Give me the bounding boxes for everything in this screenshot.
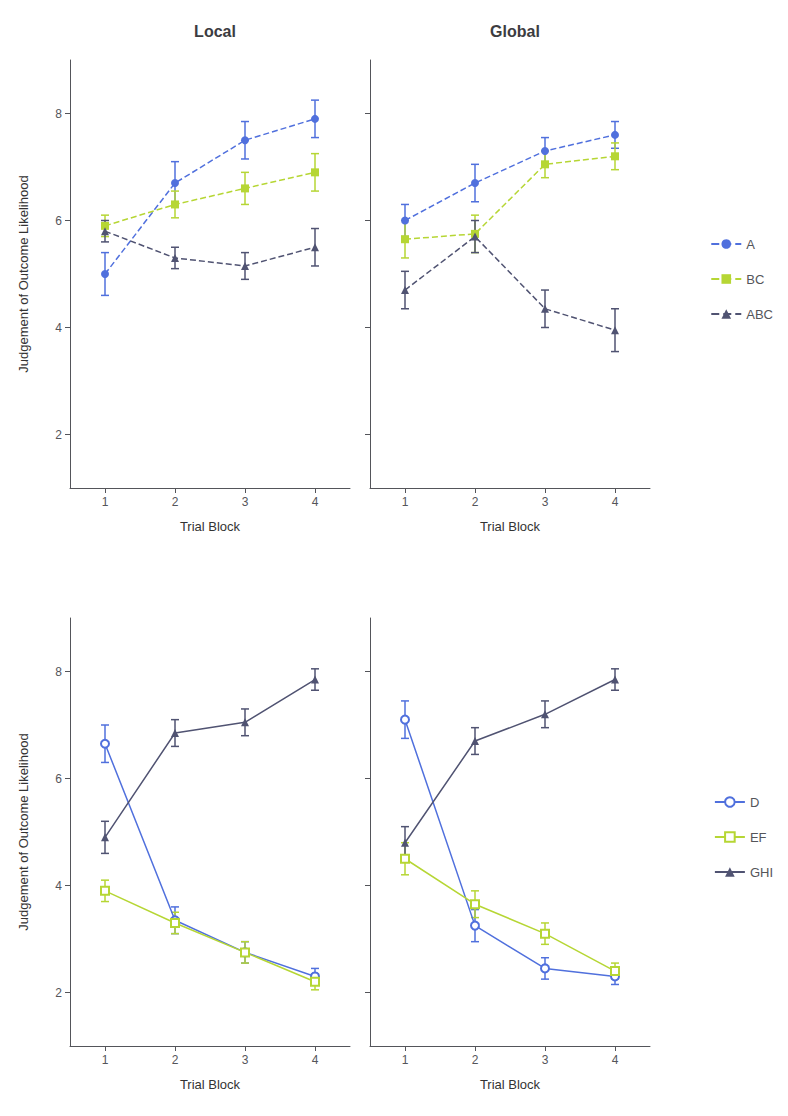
svg-text:6: 6 bbox=[55, 772, 62, 786]
svg-text:1: 1 bbox=[102, 1053, 109, 1067]
svg-text:Global: Global bbox=[490, 23, 540, 40]
svg-text:Judgement of Outcome Likelihoo: Judgement of Outcome Likelihood bbox=[16, 733, 31, 930]
svg-text:D: D bbox=[750, 795, 759, 810]
svg-text:Judgement of Outcome Likelihoo: Judgement of Outcome Likelihood bbox=[16, 175, 31, 372]
svg-text:BC: BC bbox=[746, 272, 764, 287]
svg-text:Trial Block: Trial Block bbox=[180, 519, 241, 534]
svg-text:Local: Local bbox=[194, 23, 236, 40]
svg-text:8: 8 bbox=[55, 107, 62, 121]
svg-text:1: 1 bbox=[402, 495, 409, 509]
svg-text:2: 2 bbox=[472, 1053, 479, 1067]
svg-text:4: 4 bbox=[612, 1053, 619, 1067]
svg-text:2: 2 bbox=[55, 986, 62, 1000]
svg-text:4: 4 bbox=[55, 321, 62, 335]
svg-text:EF: EF bbox=[750, 830, 767, 845]
svg-text:Trial Block: Trial Block bbox=[480, 1077, 541, 1092]
svg-text:2: 2 bbox=[172, 1053, 179, 1067]
svg-text:3: 3 bbox=[242, 495, 249, 509]
svg-text:4: 4 bbox=[312, 1053, 319, 1067]
svg-text:8: 8 bbox=[55, 665, 62, 679]
svg-text:2: 2 bbox=[55, 428, 62, 442]
svg-text:A: A bbox=[746, 237, 755, 252]
svg-text:2: 2 bbox=[172, 495, 179, 509]
svg-text:2: 2 bbox=[472, 495, 479, 509]
svg-text:4: 4 bbox=[312, 495, 319, 509]
svg-text:Trial Block: Trial Block bbox=[480, 519, 541, 534]
svg-text:ABC: ABC bbox=[746, 307, 773, 322]
svg-text:4: 4 bbox=[55, 879, 62, 893]
svg-text:4: 4 bbox=[612, 495, 619, 509]
svg-text:Trial Block: Trial Block bbox=[180, 1077, 241, 1092]
svg-text:3: 3 bbox=[542, 1053, 549, 1067]
svg-text:3: 3 bbox=[242, 1053, 249, 1067]
svg-text:6: 6 bbox=[55, 214, 62, 228]
svg-text:GHI: GHI bbox=[750, 865, 773, 880]
svg-text:1: 1 bbox=[102, 495, 109, 509]
svg-text:1: 1 bbox=[402, 1053, 409, 1067]
svg-text:3: 3 bbox=[542, 495, 549, 509]
